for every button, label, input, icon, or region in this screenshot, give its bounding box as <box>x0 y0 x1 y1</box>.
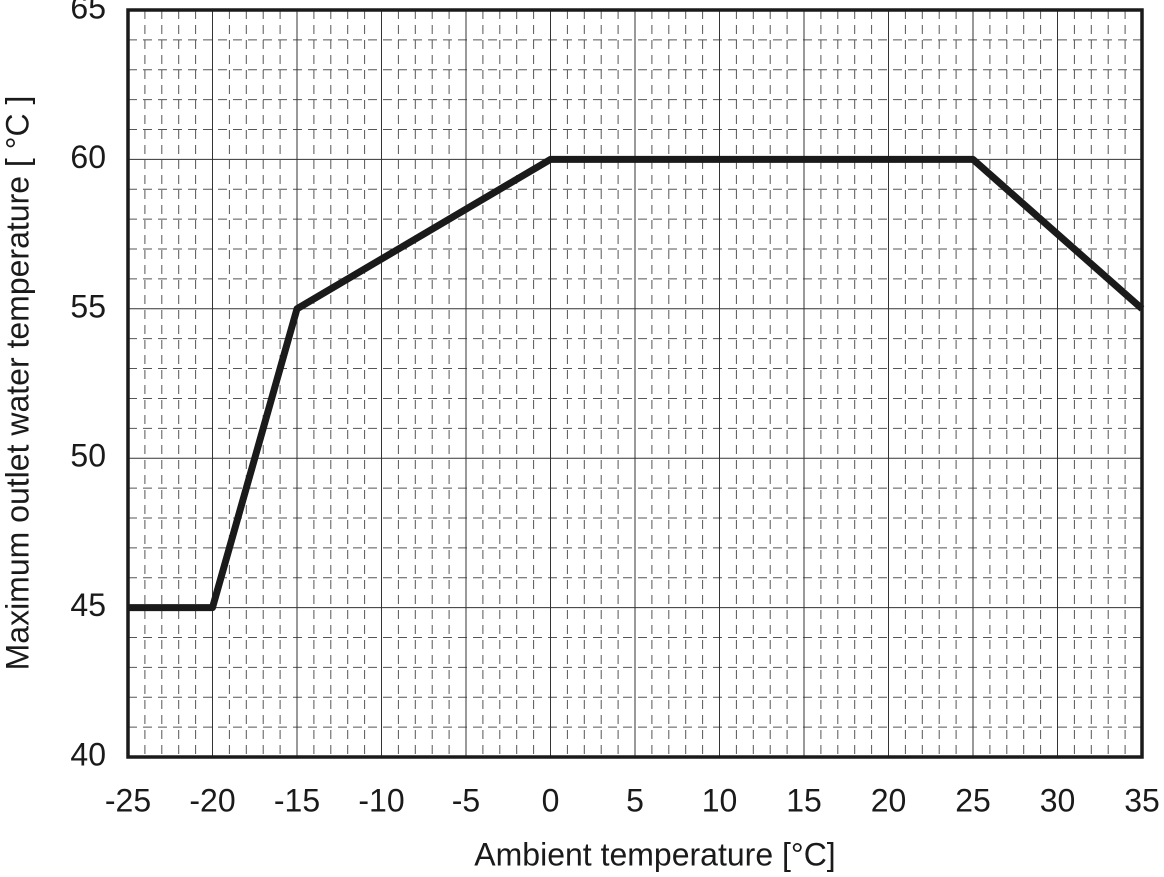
y-tick-label: 55 <box>70 288 106 324</box>
x-tick-label: 5 <box>626 782 644 818</box>
y-tick-label: 60 <box>70 139 106 175</box>
y-tick-label: 65 <box>70 0 106 25</box>
x-tick-label: 25 <box>955 782 991 818</box>
y-axis-label: Maximum outlet water temperature [ °C ] <box>0 96 35 671</box>
x-tick-label: -15 <box>274 782 320 818</box>
line <box>128 155 1145 612</box>
x-axis-label: Ambient temperature [°C] <box>474 836 835 872</box>
x-tick-label: 10 <box>702 782 738 818</box>
x-tick-label: 20 <box>871 782 907 818</box>
x-tick-label: -20 <box>189 782 235 818</box>
y-tick-label: 45 <box>70 587 106 623</box>
x-tick-label: -25 <box>105 782 151 818</box>
x-tick-label: 0 <box>542 782 560 818</box>
x-tick-label: 30 <box>1040 782 1076 818</box>
y-tick-label: 40 <box>70 736 106 772</box>
x-tick-label: 15 <box>786 782 822 818</box>
x-tick-label: -10 <box>358 782 404 818</box>
plot-frame <box>126 8 1144 759</box>
x-tick-label: 35 <box>1124 782 1160 818</box>
y-tick-label: 50 <box>70 438 106 474</box>
x-tick-label: -5 <box>452 782 480 818</box>
